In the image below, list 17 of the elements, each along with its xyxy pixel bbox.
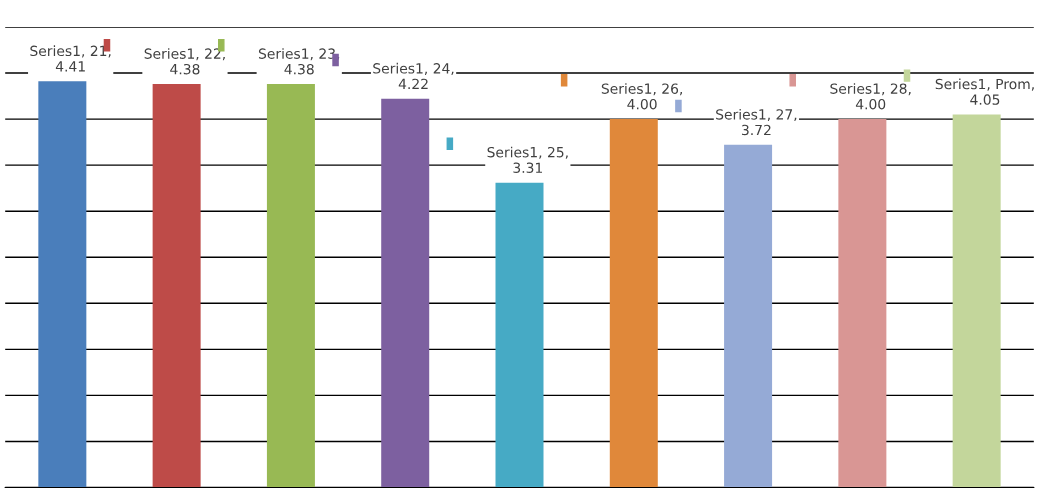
bar <box>38 81 87 488</box>
bar <box>266 84 315 488</box>
bar <box>952 114 1001 488</box>
data-label: Series1, 28, 4.00 <box>830 83 911 110</box>
data-label: Series1, 25, 3.31 <box>487 146 568 173</box>
data-label: Series1, 22, 4.38 <box>144 48 225 75</box>
data-label: Series1, 24, 4.22 <box>373 62 454 89</box>
data-label: Series1, 21, 4.41 <box>30 45 111 72</box>
bar <box>838 119 887 488</box>
bar <box>152 84 201 488</box>
data-label: Series1, Prom, 4.05 <box>935 78 1034 105</box>
bar <box>609 119 658 488</box>
bar <box>724 144 773 488</box>
data-label: Series1, 26, 4.00 <box>601 83 682 110</box>
bar <box>495 182 544 488</box>
bar <box>381 98 430 488</box>
data-label: Series1, 27, 3.72 <box>716 108 797 136</box>
